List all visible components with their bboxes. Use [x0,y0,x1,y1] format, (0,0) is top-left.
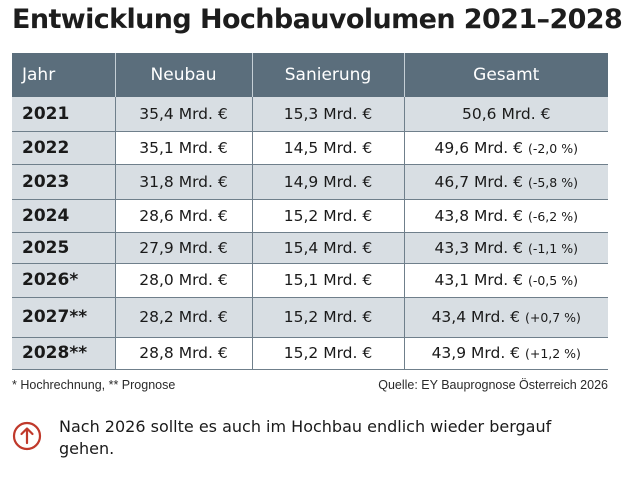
table-row: 2021 35,4 Mrd. € 15,3 Mrd. € 50,6 Mrd. € [12,97,608,132]
column-header-jahr: Jahr [12,53,115,97]
cell-gesamt: 43,3 Mrd. € (-1,1 %) [403,232,608,264]
gesamt-delta: (-5,8 %) [527,174,578,190]
hochbauvolumen-table: Jahr Neubau Sanierung Gesamt 2021 35,4 M… [12,53,608,370]
cell-sanierung: 14,5 Mrd. € [251,131,404,165]
cell-gesamt: 46,7 Mrd. € (-5,8 %) [403,164,608,200]
gesamt-value: 43,9 Mrd. € [431,344,521,362]
gesamt-delta: (+1,2 %) [524,346,581,361]
cell-year: 2023 [12,164,115,200]
gesamt-value: 49,6 Mrd. € [434,138,524,157]
cell-year: 2022 [12,131,115,165]
cell-sanierung: 15,3 Mrd. € [251,97,404,132]
cell-neubau: 27,9 Mrd. € [114,232,252,264]
cell-sanierung: 15,1 Mrd. € [251,263,404,298]
cell-neubau: 35,1 Mrd. € [114,131,252,165]
cell-neubau: 28,6 Mrd. € [114,199,252,233]
cell-sanierung: 15,2 Mrd. € [251,337,404,370]
column-header-neubau: Neubau [114,53,252,97]
cell-sanierung: 15,2 Mrd. € [251,297,404,338]
cell-year: 2024 [12,199,115,233]
table-row: 2023 31,8 Mrd. € 14,9 Mrd. € 46,7 Mrd. €… [12,164,608,200]
source-credit: Quelle: EY Bauprognose Österreich 2026 [378,378,608,392]
cell-neubau: 28,0 Mrd. € [114,263,252,298]
cell-gesamt: 43,8 Mrd. € (-6,2 %) [403,199,608,233]
gesamt-value: 43,4 Mrd. € [431,308,521,326]
cell-year: 2025 [12,232,115,264]
gesamt-delta: (-0,5 %) [527,273,578,288]
footnote: * Hochrechnung, ** Prognose [12,378,176,392]
column-header-gesamt: Gesamt [403,53,608,97]
table-row: 2026* 28,0 Mrd. € 15,1 Mrd. € 43,1 Mrd. … [12,263,608,298]
cell-neubau: 35,4 Mrd. € [114,97,252,132]
table-row: 2028** 28,8 Mrd. € 15,2 Mrd. € 43,9 Mrd.… [12,337,608,370]
gesamt-value: 46,7 Mrd. € [434,172,524,191]
gesamt-value: 50,6 Mrd. € [462,104,551,123]
page-title: Entwicklung Hochbauvolumen 2021–2028 [12,4,622,35]
cell-gesamt: 50,6 Mrd. € [403,97,608,132]
gesamt-delta: (-1,1 %) [527,240,578,256]
cell-year: 2021 [12,97,115,132]
gesamt-delta: (+0,7 %) [524,310,581,325]
cell-sanierung: 15,2 Mrd. € [251,199,404,233]
cell-neubau: 28,8 Mrd. € [114,337,252,370]
gesamt-delta: (-6,2 %) [527,208,578,224]
cell-gesamt: 43,1 Mrd. € (-0,5 %) [403,263,608,298]
gesamt-value: 43,8 Mrd. € [434,206,524,225]
table-header-row: Jahr Neubau Sanierung Gesamt [12,53,608,97]
cell-neubau: 31,8 Mrd. € [114,164,252,200]
gesamt-value: 43,1 Mrd. € [434,271,524,289]
cell-gesamt: 43,9 Mrd. € (+1,2 %) [403,337,608,370]
column-header-sanierung: Sanierung [251,53,404,97]
cell-sanierung: 15,4 Mrd. € [251,232,404,264]
note-text: Nach 2026 sollte es auch im Hochbau endl… [59,417,552,458]
gesamt-value: 43,3 Mrd. € [434,238,524,257]
cell-neubau: 28,2 Mrd. € [114,297,252,338]
gesamt-delta: (-2,0 %) [527,140,578,156]
table-row: 2024 28,6 Mrd. € 15,2 Mrd. € 43,8 Mrd. €… [12,199,608,233]
cell-gesamt: 43,4 Mrd. € (+0,7 %) [403,297,608,338]
cell-year: 2026* [12,263,115,298]
cell-year: 2028** [12,337,115,370]
cell-sanierung: 14,9 Mrd. € [251,164,404,200]
table-row: 2025 27,9 Mrd. € 15,4 Mrd. € 43,3 Mrd. €… [12,232,608,264]
cell-year: 2027** [12,297,115,338]
arrow-up-circle-icon [12,421,42,451]
table-row: 2027** 28,2 Mrd. € 15,2 Mrd. € 43,4 Mrd.… [12,297,608,338]
cell-gesamt: 49,6 Mrd. € (-2,0 %) [403,131,608,165]
table-row: 2022 35,1 Mrd. € 14,5 Mrd. € 49,6 Mrd. €… [12,131,608,165]
